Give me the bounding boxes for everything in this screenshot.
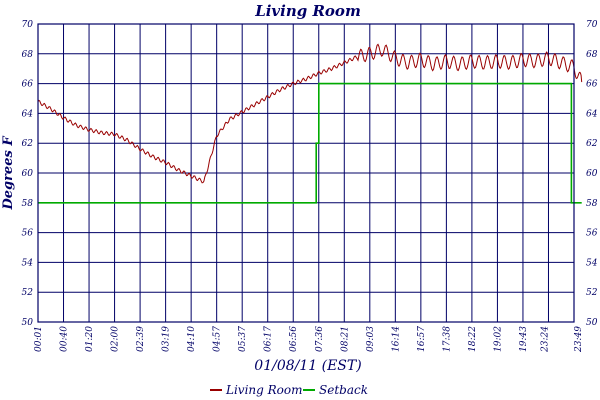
y-tick-label-right: 66 bbox=[586, 80, 598, 90]
y-tick-label-left: 64 bbox=[22, 109, 34, 119]
x-tick-label: 09:03 bbox=[366, 326, 376, 352]
x-tick-label: 01:20 bbox=[85, 326, 95, 352]
y-tick-label-right: 52 bbox=[586, 288, 598, 298]
legend-label-setback: Setback bbox=[319, 383, 368, 397]
y-tick-labels-left: 50 52 54 56 58 60 62 64 66 68 70 bbox=[22, 20, 34, 328]
x-tick-label: 23:24 bbox=[540, 326, 550, 353]
y-tick-label-right: 62 bbox=[586, 139, 598, 149]
x-tick-label: 08:21 bbox=[340, 326, 350, 352]
plot-frame bbox=[37, 23, 575, 323]
x-axis-label: 01/08/11 (EST) bbox=[254, 358, 361, 374]
x-tick-label: 00:40 bbox=[60, 326, 70, 352]
y-tick-label-left: 68 bbox=[22, 50, 34, 60]
y-tick-label-right: 50 bbox=[586, 318, 598, 328]
chart-title: Living Room bbox=[254, 2, 361, 20]
x-tick-label: 06:56 bbox=[289, 326, 299, 352]
y-tick-label-right: 68 bbox=[586, 50, 598, 60]
series-lines bbox=[37, 43, 583, 204]
x-tick-label: 00:01 bbox=[34, 326, 44, 352]
y-tick-label-left: 52 bbox=[22, 288, 34, 298]
y-tick-label-left: 66 bbox=[22, 80, 34, 90]
series-line-setback bbox=[38, 82, 582, 204]
x-tick-label: 17:38 bbox=[442, 326, 452, 352]
x-tick-label: 04:10 bbox=[187, 326, 197, 352]
x-tick-label: 23:49 bbox=[574, 326, 584, 353]
y-tick-label-left: 62 bbox=[22, 139, 34, 149]
x-tick-label: 04:57 bbox=[213, 326, 223, 352]
x-tick-label: 19:02 bbox=[493, 326, 503, 352]
x-tick-label: 05:37 bbox=[238, 326, 248, 352]
y-tick-labels-right: 50 52 54 56 58 60 62 64 66 68 70 bbox=[586, 20, 598, 328]
y-tick-label-right: 54 bbox=[586, 258, 598, 268]
y-tick-label-right: 64 bbox=[586, 109, 598, 119]
y-tick-label-left: 54 bbox=[22, 258, 34, 268]
x-tick-label: 18:22 bbox=[468, 326, 478, 352]
y-axis-label: Degrees F bbox=[1, 136, 16, 211]
y-tick-label-left: 58 bbox=[22, 199, 34, 209]
x-tick-labels: 00:01 00:40 01:20 02:00 02:39 03:19 04:10 04:57… bbox=[34, 326, 584, 353]
x-tick-label: 16:57 bbox=[417, 326, 427, 352]
y-tick-label-left: 56 bbox=[22, 229, 34, 239]
x-tick-label: 06:17 bbox=[264, 326, 274, 352]
y-tick-label-right: 70 bbox=[586, 20, 598, 30]
x-tick-label: 19:43 bbox=[519, 326, 529, 352]
y-tick-label-right: 58 bbox=[586, 199, 598, 209]
grid-lines bbox=[38, 24, 574, 322]
legend: Living Room Setback bbox=[210, 383, 368, 397]
y-tick-label-left: 50 bbox=[22, 318, 34, 328]
y-tick-label-left: 70 bbox=[22, 20, 34, 30]
x-tick-label: 03:19 bbox=[162, 326, 172, 352]
x-tick-label: 16:14 bbox=[391, 326, 401, 352]
y-tick-label-right: 60 bbox=[586, 169, 598, 179]
y-tick-label-right: 56 bbox=[586, 229, 598, 239]
x-tick-label: 07:36 bbox=[315, 326, 325, 352]
x-tick-label: 02:39 bbox=[136, 326, 146, 352]
x-tick-label: 02:00 bbox=[111, 326, 121, 352]
y-tick-label-left: 60 bbox=[22, 169, 34, 179]
legend-label-living-room: Living Room bbox=[225, 383, 303, 397]
series-line-living-room bbox=[37, 43, 583, 184]
